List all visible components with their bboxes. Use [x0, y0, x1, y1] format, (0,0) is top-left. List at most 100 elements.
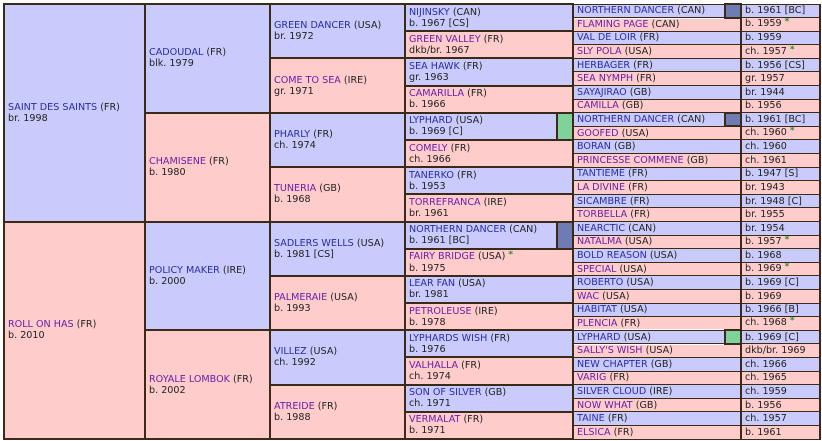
horse-name-link[interactable]: GREEN VALLEY — [409, 33, 481, 45]
inbreeding-marker-slate — [725, 111, 742, 128]
horse-name-link[interactable]: CAMARILLA — [409, 88, 465, 100]
horse-name-link[interactable]: PLENCIA — [577, 317, 618, 329]
horse-name-link[interactable]: NOW WHAT — [577, 399, 633, 411]
horse-name-link[interactable]: TORBELLA — [577, 209, 628, 221]
horse-name-link[interactable]: LYPHARDS WISH — [409, 332, 488, 344]
horse-info: ch. 1961 — [745, 154, 787, 166]
horse-country: (CAN) — [651, 19, 680, 31]
pedigree-table: SAINT DES SAINTS (FR) br. 1998 CADOUDAL (F… — [3, 2, 821, 441]
horse-country: (FR) — [639, 32, 660, 44]
horse-name-link[interactable]: TAINE — [577, 413, 605, 425]
horse-name-link[interactable]: VALHALLA — [409, 360, 459, 372]
gen5-horse-cell: ELSICA (FR) — [572, 424, 742, 440]
horse-name-link[interactable]: TANERKO — [409, 169, 454, 181]
horse-info: b. 2000 — [149, 275, 186, 287]
horse-name-link[interactable]: SILVER CLOUD — [577, 385, 647, 397]
horse-name-link[interactable]: NORTHERN DANCER — [577, 5, 675, 17]
horse-country: (USA) — [455, 115, 483, 127]
horse-country: (FR) — [317, 400, 338, 412]
gen4-horse-cell: LYPHARDS WISH (FR) b. 1976 — [404, 329, 574, 359]
horse-name-link[interactable]: PALMERAIE — [274, 292, 328, 304]
horse-name-link[interactable]: TANTIEME — [577, 168, 625, 180]
gen4-horse-cell: CAMARILLA (FR) b. 1966 — [404, 84, 574, 114]
horse-name-link[interactable]: GOOFED — [577, 127, 619, 139]
horse-name-link[interactable]: HABITAT — [577, 304, 617, 316]
horse-name-link[interactable]: ELSICA — [577, 426, 611, 438]
horse-name-link[interactable]: LA DIVINE — [577, 182, 626, 194]
horse-country: (FR) — [467, 88, 487, 100]
horse-name-link[interactable]: NATALMA — [577, 236, 622, 248]
horse-name-link[interactable]: GREEN DANCER — [274, 20, 351, 32]
horse-name-link[interactable]: LYPHARD — [409, 115, 453, 127]
horse-name-link[interactable]: VAL DE LOIR — [577, 32, 637, 44]
horse-name-link[interactable]: COMELY — [409, 142, 448, 154]
horse-name-link[interactable]: ROLL ON HAS — [8, 319, 74, 331]
horse-name-link[interactable]: SALLY'S WISH — [577, 345, 643, 357]
gen5-horse-info: b. 1957 * — [740, 234, 821, 250]
horse-name-link[interactable]: CADOUDAL — [149, 47, 204, 59]
horse-info: br. 1981 — [409, 289, 449, 301]
horse-name-link[interactable]: PHARLY — [274, 128, 311, 140]
horse-name-link[interactable]: PETROLEUSE — [409, 305, 472, 317]
horse-name-link[interactable]: ROBERTO — [577, 277, 624, 289]
horse-name-link[interactable]: NEARCTIC — [577, 222, 626, 234]
gen5-horse-cell: VARIG (FR) — [572, 370, 742, 386]
pedigree-row: CAMARILLA (FR) b. 1966 SAYAJIRAO (GB) br. 1… — [4, 84, 821, 114]
horse-name-link[interactable]: POLICY MAKER — [149, 264, 220, 276]
horse-name-link[interactable]: TUNERIA — [274, 183, 317, 195]
gen5-horse-info: ch. 1957 * — [740, 44, 821, 59]
horse-name-link[interactable]: CHAMISENE — [149, 156, 206, 168]
horse-country: (FR) — [450, 142, 471, 154]
horse-name-link[interactable]: VERMALAT — [409, 414, 461, 426]
horse-name-link[interactable]: SAYAJIRAO — [577, 86, 627, 98]
horse-name-link[interactable]: SLY POLA — [577, 46, 622, 58]
horse-info: b. 1988 — [274, 411, 311, 423]
horse-name-link[interactable]: SADLERS WELLS — [274, 237, 354, 249]
pedigree-row: ELSICA (FR) b. 1961 — [4, 424, 821, 440]
horse-name-link[interactable]: COME TO SEA — [274, 74, 341, 86]
horse-name-link[interactable]: SAINT DES SAINTS — [8, 101, 98, 113]
pedigree-row: NATALMA (USA) b. 1957 * — [4, 234, 821, 250]
horse-country: (USA) — [649, 249, 678, 261]
horse-country: (USA) — [309, 346, 338, 358]
horse-name-link[interactable]: WAC — [577, 290, 600, 302]
gen5-horse-cell: VAL DE LOIR (FR) — [572, 30, 742, 46]
horse-name-link[interactable]: NORTHERN DANCER — [577, 114, 675, 126]
horse-name-link[interactable]: LYPHARD — [577, 331, 621, 343]
gen3-horse-cell: VILLEZ (USA) ch. 1992 — [269, 329, 406, 386]
horse-name-link[interactable]: SICAMBRE — [577, 195, 627, 207]
horse-info: b. 2002 — [149, 384, 186, 396]
gen5-horse-info: ch. 1961 — [740, 153, 821, 168]
horse-name-link[interactable]: VARIG — [577, 372, 607, 384]
horse-name-link[interactable]: NIJINSKY — [409, 6, 450, 18]
gen5-horse-info: br. 1954 — [740, 221, 821, 236]
horse-name-link[interactable]: SEA HAWK — [409, 60, 460, 72]
horse-name-link[interactable]: HERBAGER — [577, 59, 631, 71]
horse-name-link[interactable]: BORAN — [577, 141, 611, 153]
horse-name-link[interactable]: SEA NYMPH — [577, 73, 634, 85]
gen3-horse-cell: PHARLY (FR) ch. 1974 — [269, 111, 406, 169]
horse-name-link[interactable]: ATREIDE — [274, 400, 315, 412]
gen5-horse-info: b. 1969 [C] — [740, 275, 821, 290]
horse-name-link[interactable]: SPECIAL — [577, 263, 617, 275]
horse-country: (CAN) — [677, 5, 706, 17]
gen5-horse-info: b. 1969 * — [740, 261, 821, 277]
horse-name-link[interactable]: FAIRY BRIDGE — [409, 250, 475, 262]
horse-info: ch. 1968 — [745, 317, 787, 329]
horse-name-link[interactable]: CAMILLA — [577, 100, 619, 112]
horse-name-link[interactable]: PRINCESSE COMMENE — [577, 154, 684, 166]
gen4-horse-cell: VALHALLA (FR) ch. 1974 — [404, 356, 574, 386]
horse-name-link[interactable]: TORREFRANCA — [409, 196, 481, 208]
horse-name-link[interactable]: VILLEZ — [274, 346, 307, 358]
horse-name-link[interactable]: FLAMING PAGE — [577, 19, 649, 31]
horse-name-link[interactable]: LEAR FAN — [409, 278, 456, 290]
gen5-horse-info: br. 1943 — [740, 180, 821, 195]
horse-country: (FR) — [613, 426, 634, 438]
horse-name-link[interactable]: ROYALE LOMBOK — [149, 373, 230, 385]
horse-name-link[interactable]: NEW CHAPTER — [577, 358, 648, 370]
horse-name-link[interactable]: NORTHERN DANCER — [409, 224, 507, 236]
horse-name-link[interactable]: SON OF SILVER — [409, 387, 482, 399]
horse-country: (FR) — [100, 101, 120, 113]
gen5-horse-info: br. 1944 — [740, 85, 821, 100]
horse-name-link[interactable]: BOLD REASON — [577, 249, 647, 261]
